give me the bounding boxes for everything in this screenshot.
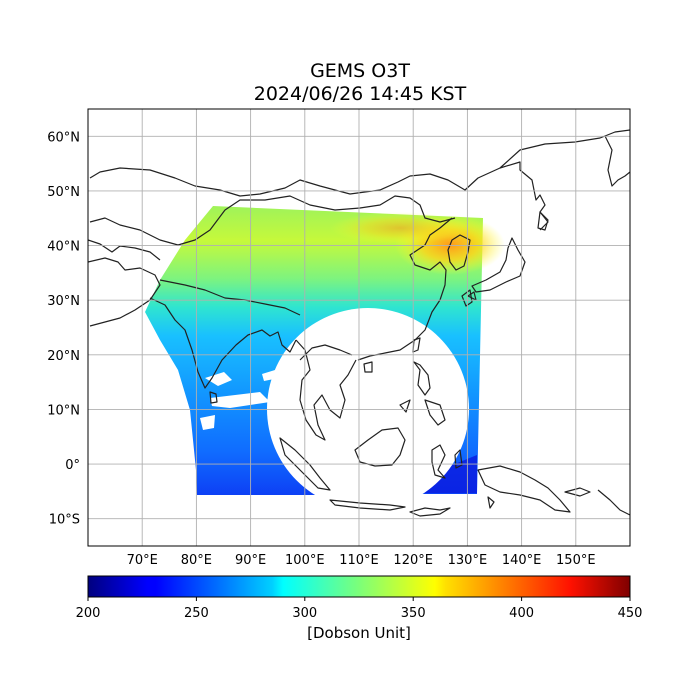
x-tick-label: 70°E — [127, 553, 158, 568]
chart-subtitle: 2024/06/26 14:45 KST — [253, 83, 467, 105]
y-tick-label: 20°N — [47, 349, 80, 364]
colorbar-tick-label: 350 — [401, 606, 426, 621]
colorbar-tick-label: 400 — [509, 606, 534, 621]
coastlines — [88, 129, 630, 517]
colorbar-ticks: 200 250 300 350 400 450 — [76, 597, 643, 621]
colorbar-tick-label: 300 — [292, 606, 317, 621]
x-tick-label: 80°E — [181, 553, 212, 568]
y-tick-labels: 60°N 50°N 40°N 30°N 20°N 10°N 0° 10°S — [47, 130, 80, 527]
y-tick-label: 50°N — [47, 185, 80, 200]
colorbar-label: [Dobson Unit] — [307, 624, 411, 642]
gridlines — [88, 109, 630, 546]
x-tick-labels: 70°E 80°E 90°E 100°E 110°E 120°E 130°E 140°E 150… — [127, 553, 596, 568]
x-tick-label: 140°E — [502, 553, 542, 568]
y-tick-label: 0° — [65, 458, 80, 473]
y-tick-label: 10°N — [47, 403, 80, 418]
x-tick-label: 90°E — [235, 553, 266, 568]
x-tick-label: 120°E — [393, 553, 433, 568]
ozone-hotspot-north — [330, 212, 470, 244]
no-data-patch — [200, 370, 279, 430]
chart-title: GEMS O3T — [310, 60, 410, 82]
y-tick-label: 60°N — [47, 130, 80, 145]
y-tick-label: 40°N — [47, 240, 80, 255]
y-tick-label: 30°N — [47, 294, 80, 309]
colorbar-tick-label: 250 — [184, 606, 209, 621]
x-tick-label: 100°E — [285, 553, 325, 568]
colorbar-tick-label: 200 — [76, 606, 101, 621]
x-tick-label: 130°E — [448, 553, 488, 568]
x-tick-label: 110°E — [339, 553, 379, 568]
x-tick-label: 150°E — [556, 553, 596, 568]
colorbar-tick-label: 450 — [618, 606, 643, 621]
colorbar — [87, 575, 631, 598]
y-tick-label: 10°S — [49, 513, 80, 528]
map-frame — [87, 108, 631, 547]
